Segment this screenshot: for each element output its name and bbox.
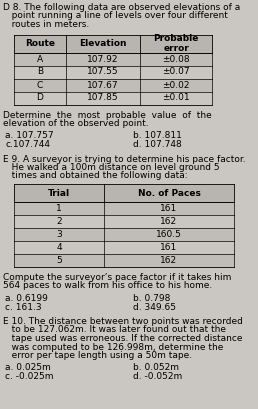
Text: 3: 3 xyxy=(56,230,62,239)
Text: point running a line of levels over four different: point running a line of levels over four… xyxy=(3,11,228,20)
Text: c. 161.3: c. 161.3 xyxy=(5,303,42,312)
Bar xyxy=(14,228,234,241)
Text: routes in meters.: routes in meters. xyxy=(3,20,89,29)
Bar xyxy=(14,215,234,228)
Text: b. 0.798: b. 0.798 xyxy=(133,294,170,303)
Text: 1: 1 xyxy=(56,204,62,213)
Bar xyxy=(14,34,212,52)
Text: error per tape length using a 50m tape.: error per tape length using a 50m tape. xyxy=(3,351,192,360)
Text: c. -0.025m: c. -0.025m xyxy=(5,372,53,381)
Text: 4: 4 xyxy=(56,243,62,252)
Text: Compute the surveyor’s pace factor if it takes him: Compute the surveyor’s pace factor if it… xyxy=(3,273,231,282)
Text: a. 0.025m: a. 0.025m xyxy=(5,364,51,373)
Bar xyxy=(14,184,234,202)
Text: b. 107.811: b. 107.811 xyxy=(133,132,182,141)
Text: 107.55: 107.55 xyxy=(87,67,119,76)
Text: He walked a 100m distance on level ground 5: He walked a 100m distance on level groun… xyxy=(3,163,220,172)
Text: to be 127.062m. It was later found out that the: to be 127.062m. It was later found out t… xyxy=(3,326,226,335)
Bar xyxy=(14,79,212,92)
Text: Elevation: Elevation xyxy=(79,39,127,48)
Text: b. 0.052m: b. 0.052m xyxy=(133,364,179,373)
Text: a. 107.757: a. 107.757 xyxy=(5,132,54,141)
Bar xyxy=(14,52,212,65)
Text: 564 paces to walk from his office to his home.: 564 paces to walk from his office to his… xyxy=(3,281,212,290)
Text: 5: 5 xyxy=(56,256,62,265)
Text: 162: 162 xyxy=(160,256,178,265)
Text: tape used was erroneous. If the corrected distance: tape used was erroneous. If the correcte… xyxy=(3,334,243,343)
Text: d. -0.052m: d. -0.052m xyxy=(133,372,182,381)
Text: d. 107.748: d. 107.748 xyxy=(133,140,182,149)
Text: 160.5: 160.5 xyxy=(156,230,182,239)
Text: B: B xyxy=(37,67,43,76)
Text: was computed to be 126.998m, determine the: was computed to be 126.998m, determine t… xyxy=(3,342,223,351)
Text: d. 349.65: d. 349.65 xyxy=(133,303,176,312)
Text: ±0.08: ±0.08 xyxy=(162,54,190,63)
Text: 161: 161 xyxy=(160,204,178,213)
Text: ±0.07: ±0.07 xyxy=(162,67,190,76)
Text: 107.85: 107.85 xyxy=(87,94,119,103)
Text: Probable
error: Probable error xyxy=(153,34,199,53)
Text: Trial: Trial xyxy=(48,189,70,198)
Text: ±0.02: ±0.02 xyxy=(162,81,190,90)
Text: Determine  the  most  probable  value  of  the: Determine the most probable value of the xyxy=(3,110,212,119)
Text: Route: Route xyxy=(25,39,55,48)
Bar xyxy=(14,254,234,267)
Text: 2: 2 xyxy=(56,217,62,226)
Text: 161: 161 xyxy=(160,243,178,252)
Text: times and obtained the following data:: times and obtained the following data: xyxy=(3,171,188,180)
Bar xyxy=(14,65,212,79)
Text: C: C xyxy=(37,81,43,90)
Text: D 8. The following data are observed elevations of a: D 8. The following data are observed ele… xyxy=(3,3,240,12)
Text: c.107.744: c.107.744 xyxy=(5,140,50,149)
Text: 107.67: 107.67 xyxy=(87,81,119,90)
Text: a. 0.6199: a. 0.6199 xyxy=(5,294,48,303)
Text: No. of Paces: No. of Paces xyxy=(138,189,200,198)
Bar xyxy=(14,202,234,215)
Text: elevation of the observed point.: elevation of the observed point. xyxy=(3,119,149,128)
Text: 162: 162 xyxy=(160,217,178,226)
Text: A: A xyxy=(37,54,43,63)
Text: E 10. The distance between two points was recorded: E 10. The distance between two points wa… xyxy=(3,317,243,326)
Text: E 9. A surveyor is trying to determine his pace factor.: E 9. A surveyor is trying to determine h… xyxy=(3,155,246,164)
Text: ±0.01: ±0.01 xyxy=(162,94,190,103)
Bar xyxy=(14,241,234,254)
Text: D: D xyxy=(37,94,43,103)
Bar xyxy=(14,92,212,105)
Text: 107.92: 107.92 xyxy=(87,54,119,63)
